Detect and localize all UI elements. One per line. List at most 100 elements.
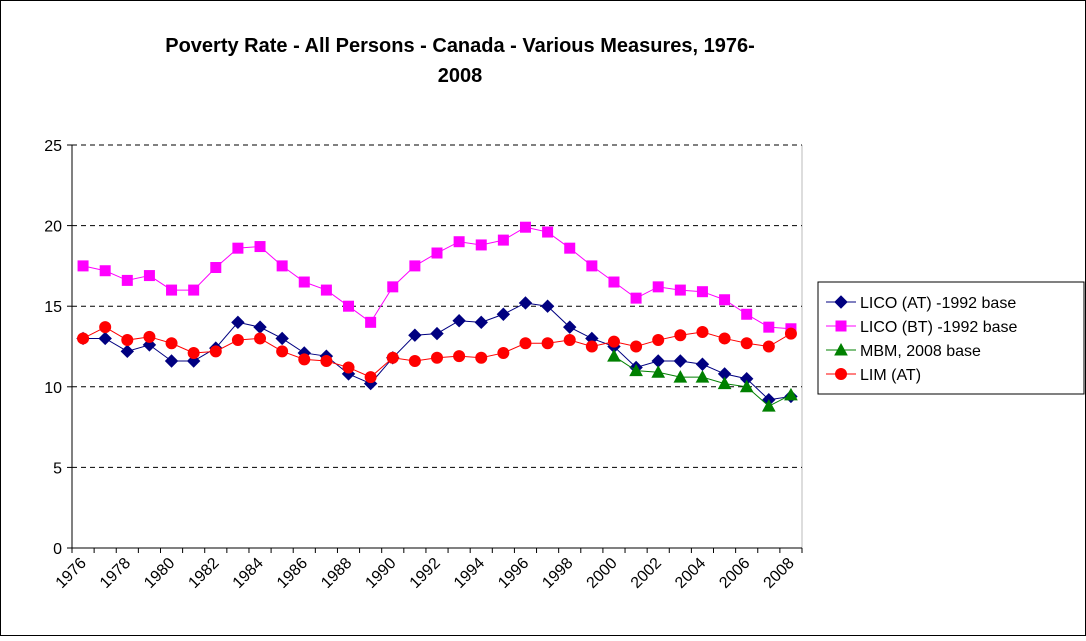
data-point (586, 260, 598, 272)
data-point (276, 260, 288, 272)
data-point (120, 344, 135, 359)
data-point (452, 314, 466, 328)
chart-title: 2008 (438, 65, 483, 87)
legend-label: LIM (AT) (860, 367, 921, 384)
data-point (784, 387, 798, 401)
data-point (408, 355, 421, 368)
data-point (99, 321, 112, 334)
data-point (718, 332, 731, 345)
data-point (497, 234, 509, 246)
data-point (210, 262, 222, 274)
data-point (740, 337, 753, 350)
y-tick-label: 0 (53, 541, 62, 558)
data-point (540, 299, 555, 313)
legend-label: MBM, 2008 base (860, 343, 981, 360)
y-tick-label: 20 (44, 219, 62, 236)
data-point (430, 326, 444, 341)
data-point (164, 354, 179, 368)
y-tick-label: 5 (53, 460, 62, 477)
data-point (651, 365, 666, 378)
y-tick-label: 15 (44, 299, 62, 316)
data-point (408, 328, 422, 342)
data-point (630, 340, 643, 353)
legend-marker (834, 342, 848, 356)
data-point (564, 242, 576, 254)
data-point (386, 351, 399, 364)
data-point (453, 236, 465, 248)
data-point (717, 376, 732, 390)
data-point (320, 284, 332, 296)
data-point (143, 270, 155, 282)
data-point (674, 329, 687, 342)
data-point (762, 340, 775, 353)
data-point (409, 260, 421, 272)
data-point (364, 371, 377, 384)
data-point (607, 335, 620, 348)
legend-label: LICO (BT) -1992 base (860, 319, 1018, 336)
data-point (298, 353, 311, 366)
data-point (77, 332, 90, 345)
chart-title: Poverty Rate - All Persons - Canada - Va… (165, 35, 755, 57)
data-point (320, 355, 333, 368)
data-point (187, 346, 200, 359)
data-point (607, 349, 621, 362)
data-point (232, 242, 244, 254)
data-point (475, 351, 488, 364)
data-point (673, 354, 688, 368)
data-point (563, 334, 576, 347)
data-point (674, 284, 686, 296)
data-point (541, 337, 554, 350)
data-point (143, 330, 156, 343)
data-point (254, 332, 267, 345)
data-point (431, 247, 443, 259)
y-tick-label: 10 (44, 380, 62, 397)
legend-box (817, 281, 1085, 395)
data-point (696, 325, 709, 338)
legend-marker (834, 295, 848, 309)
data-point (188, 284, 200, 296)
data-point (121, 334, 134, 347)
data-point (696, 286, 708, 298)
data-point (719, 294, 731, 306)
data-point (585, 340, 598, 353)
data-point (276, 345, 289, 358)
data-point (518, 296, 533, 310)
data-point (695, 370, 710, 383)
data-point (652, 281, 664, 293)
data-point (741, 308, 753, 320)
data-point (231, 315, 245, 330)
legend-marker (835, 320, 847, 332)
y-tick-label: 25 (44, 138, 62, 155)
data-point (275, 331, 289, 346)
data-point (298, 276, 310, 288)
data-point (563, 320, 577, 334)
data-point (630, 292, 642, 304)
data-point (209, 345, 222, 358)
data-point (453, 350, 466, 363)
data-point (497, 346, 510, 359)
data-point (761, 399, 776, 412)
data-point (365, 316, 377, 328)
data-point (431, 351, 443, 364)
data-point (77, 260, 89, 272)
data-point (166, 284, 178, 296)
data-point (165, 337, 178, 350)
data-point (387, 281, 399, 293)
data-point (784, 327, 797, 340)
data-point (496, 307, 511, 321)
legend-label: LICO (AT) -1992 base (860, 295, 1016, 312)
data-point (475, 239, 487, 251)
data-point (673, 370, 688, 383)
data-point (343, 300, 355, 312)
data-point (739, 379, 754, 393)
legend-marker (835, 368, 847, 380)
data-point (98, 331, 112, 346)
data-point (519, 337, 532, 350)
data-point (121, 274, 133, 286)
data-point (542, 226, 554, 238)
data-point (231, 334, 244, 347)
data-point (763, 321, 775, 333)
data-point (474, 315, 488, 330)
